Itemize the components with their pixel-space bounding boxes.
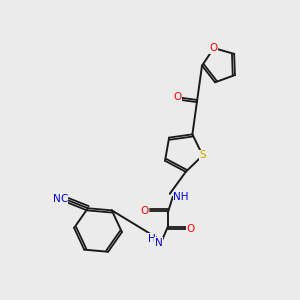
Text: C: C bbox=[60, 194, 68, 204]
Text: S: S bbox=[200, 151, 206, 160]
Text: O: O bbox=[210, 43, 218, 53]
Text: H: H bbox=[148, 234, 156, 244]
Text: N: N bbox=[53, 194, 61, 204]
Text: O: O bbox=[141, 206, 149, 216]
Text: O: O bbox=[173, 92, 181, 102]
Text: O: O bbox=[187, 224, 195, 234]
Text: N: N bbox=[155, 238, 163, 248]
Text: NH: NH bbox=[173, 192, 188, 202]
